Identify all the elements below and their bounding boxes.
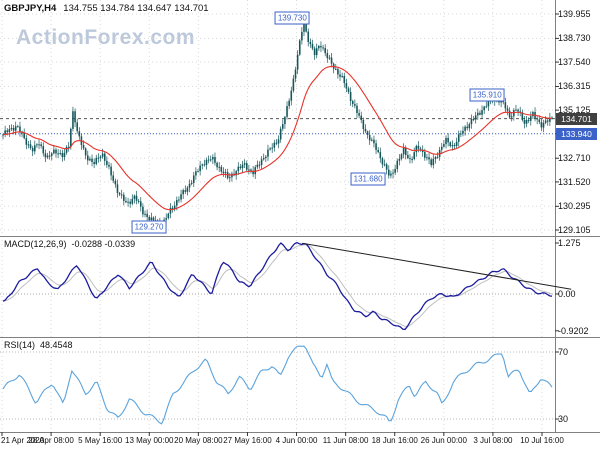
moving-average-line: [2, 65, 552, 211]
rsi-line: [2, 345, 553, 425]
rsi-indicator-value: 48.4548: [40, 340, 73, 350]
watermark: ActionForex.com: [16, 26, 196, 49]
macd-indicator-name: MACD(12,26,9): [4, 239, 67, 249]
grid: [0, 0, 555, 432]
candlestick-series: [2, 20, 553, 232]
symbol-label: GBPJPY,H4: [4, 3, 57, 14]
ohlc-values: 134.755 134.784 134.647 134.701: [63, 3, 209, 14]
rsi-indicator-name: RSI(14): [4, 340, 36, 350]
macd-line: [2, 241, 553, 331]
macd-indicator-values: -0.0288 -0.0339: [71, 239, 136, 249]
macd-signal-line: [2, 244, 553, 327]
macd-trendline[interactable]: [302, 242, 572, 290]
rsi-indicator-header: RSI(14) 48.4548: [4, 340, 73, 350]
macd-indicator-header: MACD(12,26,9) -0.0288 -0.0339: [4, 239, 135, 249]
symbol-ohlc-header: GBPJPY,H4 134.755 134.784 134.647 134.701: [4, 3, 209, 14]
